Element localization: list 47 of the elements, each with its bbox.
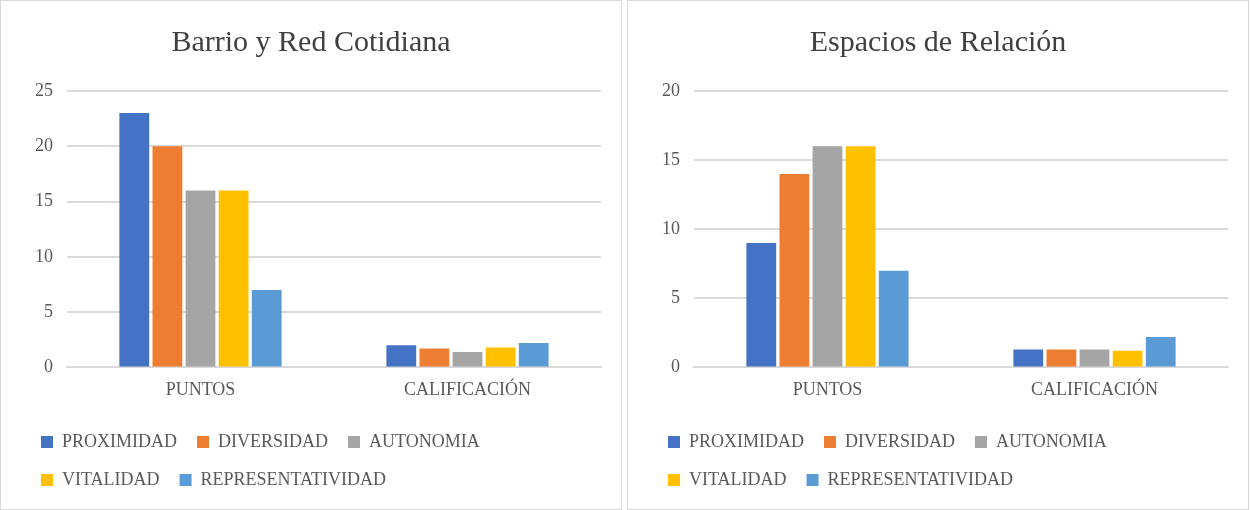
chart-title: Espacios de Relación [809, 23, 1067, 57]
bar [1013, 349, 1044, 367]
bar [878, 270, 909, 367]
y-tick-label: 20 [35, 135, 53, 156]
bar [1079, 349, 1110, 367]
x-tick-label: PUNTOS [792, 378, 863, 399]
y-tick-label: 5 [671, 287, 680, 308]
bar [1046, 349, 1077, 367]
y-tick-label: 0 [44, 356, 53, 377]
legend-label: VITALIDAD [689, 468, 787, 489]
bar [452, 351, 483, 367]
bar [251, 290, 282, 367]
y-tick-label: 10 [35, 245, 53, 266]
legend-label: PROXIMIDAD [62, 430, 178, 451]
bar [119, 113, 150, 367]
bar [485, 347, 516, 367]
y-tick-label: 15 [35, 190, 53, 211]
bar [812, 146, 843, 367]
bar [779, 173, 810, 367]
legend-label: DIVERSIDAD [218, 430, 328, 451]
x-tick-label: PUNTOS [165, 378, 236, 399]
y-tick-label: 5 [44, 300, 53, 321]
y-tick-label: 0 [671, 356, 680, 377]
bar [152, 146, 183, 367]
bar [518, 343, 549, 367]
legend-label: VITALIDAD [62, 468, 160, 489]
bar [386, 345, 417, 367]
chart-title: Barrio y Red Cotidiana [171, 23, 451, 57]
legend-label: REPRESENTATIVIDAD [827, 468, 1014, 489]
legend-label: AUTONOMIA [996, 430, 1107, 451]
legend-label: AUTONOMIA [369, 430, 480, 451]
bar [1145, 337, 1176, 367]
y-tick-label: 10 [662, 217, 680, 238]
bar [419, 348, 450, 367]
legend-label: REPRESENTATIVIDAD [200, 468, 387, 489]
y-tick-label: 20 [662, 79, 680, 100]
x-tick-label: CALIFICACIÓN [1030, 377, 1159, 399]
x-tick-label: CALIFICACIÓN [403, 377, 532, 399]
y-tick-label: 15 [662, 148, 680, 169]
bar [218, 190, 249, 367]
bar [185, 190, 216, 367]
legend-label: PROXIMIDAD [689, 430, 805, 451]
bar [746, 243, 777, 367]
y-tick-label: 25 [35, 79, 53, 100]
bar [845, 146, 876, 367]
bar [1112, 350, 1143, 367]
legend-label: DIVERSIDAD [845, 430, 955, 451]
